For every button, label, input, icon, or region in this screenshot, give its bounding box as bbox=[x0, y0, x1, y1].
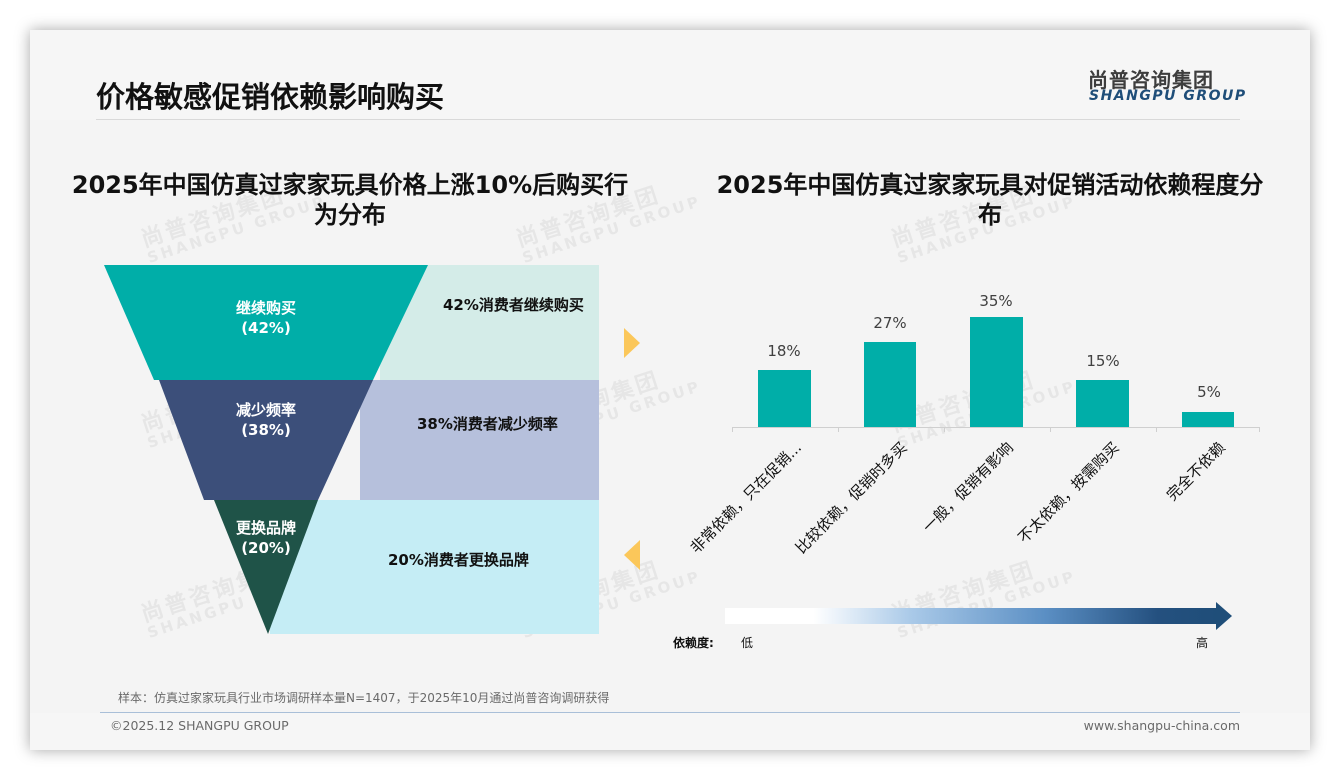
copyright: ©2025.12 SHANGPU GROUP bbox=[110, 718, 289, 733]
x-tick bbox=[1050, 427, 1051, 432]
funnel-label-switch: 更换品牌 (20%) bbox=[235, 519, 296, 557]
funnel-chart bbox=[104, 265, 640, 634]
bar-value: 27% bbox=[873, 314, 907, 332]
scale-label: 依赖度: bbox=[673, 636, 714, 650]
bar-very-dependent bbox=[758, 370, 811, 427]
bar-value: 15% bbox=[1086, 352, 1120, 370]
sample-footnote: 样本：仿真过家家玩具行业市场调研样本量N=1407，于2025年10月通过尚普咨… bbox=[118, 691, 610, 705]
x-tick bbox=[944, 427, 945, 432]
x-label: 一般，促销有影响 bbox=[919, 438, 1017, 537]
x-tick bbox=[1259, 427, 1260, 432]
x-label: 比较依赖，促销时多买 bbox=[791, 438, 911, 558]
funnel-segment-reduce bbox=[159, 380, 373, 500]
bar-neutral bbox=[970, 317, 1023, 427]
desc-switch: 20%消费者更换品牌 bbox=[388, 551, 529, 569]
dependency-gradient-bar bbox=[725, 608, 1217, 624]
bar-value: 35% bbox=[979, 292, 1013, 310]
bar-not-dependent bbox=[1182, 412, 1234, 427]
arrow-right-icon bbox=[624, 328, 640, 358]
logo-chinese: 尚普咨询集团 bbox=[1088, 68, 1214, 92]
header-band bbox=[30, 30, 1310, 120]
footer-band bbox=[30, 713, 1310, 750]
bar-fairly-dependent bbox=[864, 342, 916, 427]
right-chart-title: 2025年中国仿真过家家玩具对促销活动依赖程度分 布 bbox=[716, 171, 1264, 229]
desc-reduce: 38%消费者减少频率 bbox=[417, 415, 558, 433]
funnel-segment-continue bbox=[104, 265, 428, 380]
desc-band-reduce bbox=[360, 380, 599, 500]
x-tick bbox=[838, 427, 839, 432]
bar-value: 5% bbox=[1197, 383, 1221, 401]
page-title: 价格敏感促销依赖影响购买 bbox=[96, 80, 445, 114]
x-label: 非常依赖，只在促销... bbox=[686, 438, 805, 557]
x-axis bbox=[732, 427, 1260, 428]
slide: 价格敏感促销依赖影响购买 尚普咨询集团 SHANGPU GROUP 尚普咨询集团… bbox=[30, 30, 1310, 750]
arrow-head-icon bbox=[1216, 602, 1232, 630]
x-label: 不太依赖，按需购买 bbox=[1014, 438, 1123, 547]
logo-english: SHANGPU GROUP bbox=[1089, 88, 1247, 104]
footer-divider bbox=[100, 712, 1240, 713]
funnel-label-continue: 继续购买 (42%) bbox=[235, 299, 296, 337]
scale-high: 高 bbox=[1196, 636, 1209, 650]
arrow-left-icon bbox=[624, 540, 640, 570]
bar-not-very-dependent bbox=[1076, 380, 1129, 427]
bar-value: 18% bbox=[767, 342, 801, 360]
left-chart-title: 2025年中国仿真过家家玩具价格上涨10%后购买行 为分布 bbox=[71, 171, 629, 229]
funnel-segment-switch bbox=[214, 500, 318, 634]
x-label: 完全不依赖 bbox=[1162, 438, 1229, 505]
scale-low: 低 bbox=[741, 636, 754, 650]
title-divider bbox=[96, 119, 1240, 120]
desc-band-switch bbox=[270, 500, 599, 634]
funnel-label-reduce: 减少频率 (38%) bbox=[235, 401, 296, 439]
x-tick bbox=[732, 427, 733, 432]
website-link[interactable]: www.shangpu-china.com bbox=[1083, 718, 1240, 733]
desc-continue: 42%消费者继续购买 bbox=[443, 296, 584, 314]
x-tick bbox=[1156, 427, 1157, 432]
